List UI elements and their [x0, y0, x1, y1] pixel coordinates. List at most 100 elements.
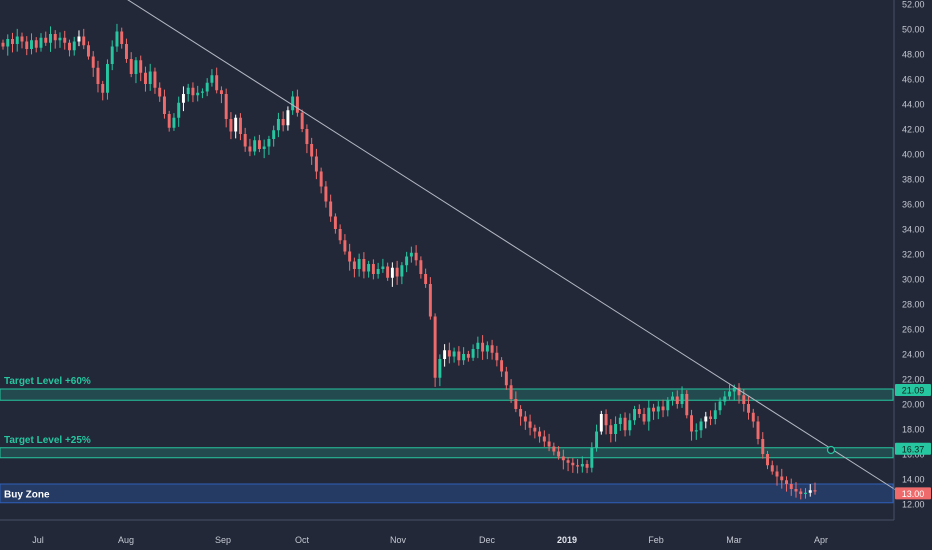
zone-layer: [0, 388, 894, 504]
candle-body-113: [538, 431, 542, 437]
candle-body-69: [329, 201, 333, 217]
candle-body-116: [552, 446, 556, 452]
candle-body-3: [15, 36, 19, 44]
price-tag-1: [895, 442, 931, 455]
candle-body-27: [129, 59, 133, 74]
candle-body-119: [566, 460, 570, 463]
candle-body-133: [633, 409, 637, 421]
y-tick-6: 40.00: [902, 150, 925, 160]
candle-body-170: [808, 490, 812, 493]
y-tick-12: 28.00: [902, 300, 925, 310]
candle-body-158: [751, 412, 755, 422]
candle-body-7: [34, 40, 38, 48]
candle-body-164: [780, 476, 784, 481]
candle-body-95: [452, 351, 456, 357]
candle-body-102: [485, 345, 489, 352]
y-tick-11: 30.00: [902, 275, 925, 285]
candle-body-125: [595, 431, 599, 448]
candle-body-130: [618, 417, 622, 424]
candle-body-0: [1, 42, 5, 47]
candle-body-166: [789, 484, 793, 489]
candle-body-143: [680, 394, 684, 404]
candle-body-123: [585, 464, 589, 468]
candle-body-140: [666, 400, 670, 411]
candle-body-61: [291, 96, 295, 111]
candle-body-9: [44, 37, 48, 43]
candle-body-96: [457, 351, 461, 361]
candle-body-157: [747, 404, 750, 413]
zone-label-0: Target Level +60%: [4, 376, 91, 387]
price-tag-text-1: 16.37: [902, 444, 925, 454]
candle-body-139: [661, 406, 665, 411]
candle-body-88: [419, 260, 423, 274]
candle-body-93: [443, 350, 447, 359]
candle-body-23: [110, 46, 114, 64]
candle-body-18: [87, 45, 90, 57]
candle-body-5: [25, 41, 29, 49]
candle-body-148: [704, 416, 708, 422]
candle-body-2: [11, 39, 14, 44]
candle-body-112: [533, 427, 537, 432]
candle-body-65: [310, 144, 314, 157]
candle-body-24: [115, 31, 119, 47]
x-tick-6: 2019: [557, 535, 577, 545]
candle-body-83: [395, 267, 399, 277]
x-tick-0: Jul: [32, 535, 44, 545]
candle-body-57: [272, 130, 276, 139]
candle-body-79: [376, 269, 380, 274]
candle-body-162: [770, 465, 774, 472]
candle-body-159: [756, 421, 760, 439]
candle-body-67: [319, 171, 323, 187]
candle-body-26: [124, 44, 128, 59]
y-tick-7: 38.00: [902, 175, 925, 185]
candle-body-80: [381, 266, 385, 269]
candle-body-87: [414, 252, 418, 261]
candle-body-6: [30, 40, 33, 49]
candle-body-74: [352, 261, 356, 269]
candle-body-14: [68, 42, 71, 51]
candle-body-29: [139, 60, 143, 73]
candle-body-131: [623, 417, 627, 431]
candle-body-51: [243, 134, 247, 147]
candle-body-63: [300, 112, 304, 129]
candle-body-106: [504, 371, 508, 386]
candle-body-99: [471, 349, 475, 358]
y-tick-13: 26.00: [902, 325, 925, 335]
candle-body-115: [547, 441, 551, 447]
x-tick-5: Dec: [479, 535, 496, 545]
candle-body-21: [101, 84, 105, 93]
candle-body-91: [433, 316, 437, 378]
candle-body-4: [20, 36, 24, 42]
candle-body-146: [694, 430, 698, 432]
candle-body-37: [177, 102, 181, 118]
candle-body-20: [96, 67, 100, 84]
candle-body-72: [343, 240, 347, 252]
trendline-anchor-icon[interactable]: [826, 445, 836, 455]
candle-body-75: [357, 259, 361, 269]
price-tag-2: [895, 487, 931, 500]
candle-body-55: [262, 146, 266, 149]
candle-body-15: [72, 41, 76, 51]
candle-body-169: [804, 492, 807, 494]
candle-body-66: [314, 156, 318, 172]
candle-body-154: [732, 387, 736, 392]
candle-body-34: [162, 96, 166, 114]
candle-body-138: [656, 406, 660, 412]
y-tick-5: 42.00: [902, 125, 925, 135]
y-tick-8: 36.00: [902, 200, 925, 210]
candle-body-122: [580, 464, 584, 467]
candle-body-82: [390, 267, 394, 278]
candle-body-54: [257, 140, 261, 149]
candle-body-141: [671, 396, 675, 401]
downtrend-line[interactable]: [125, 0, 903, 495]
zone-2[interactable]: [0, 483, 894, 504]
candle-body-86: [409, 252, 413, 257]
candle-body-126: [599, 414, 603, 432]
zone-0[interactable]: [0, 388, 894, 401]
candle-body-94: [447, 350, 451, 357]
candle-body-76: [362, 259, 366, 272]
candle-body-104: [495, 352, 499, 361]
zone-1[interactable]: [0, 447, 894, 459]
candle-body-151: [718, 401, 722, 411]
